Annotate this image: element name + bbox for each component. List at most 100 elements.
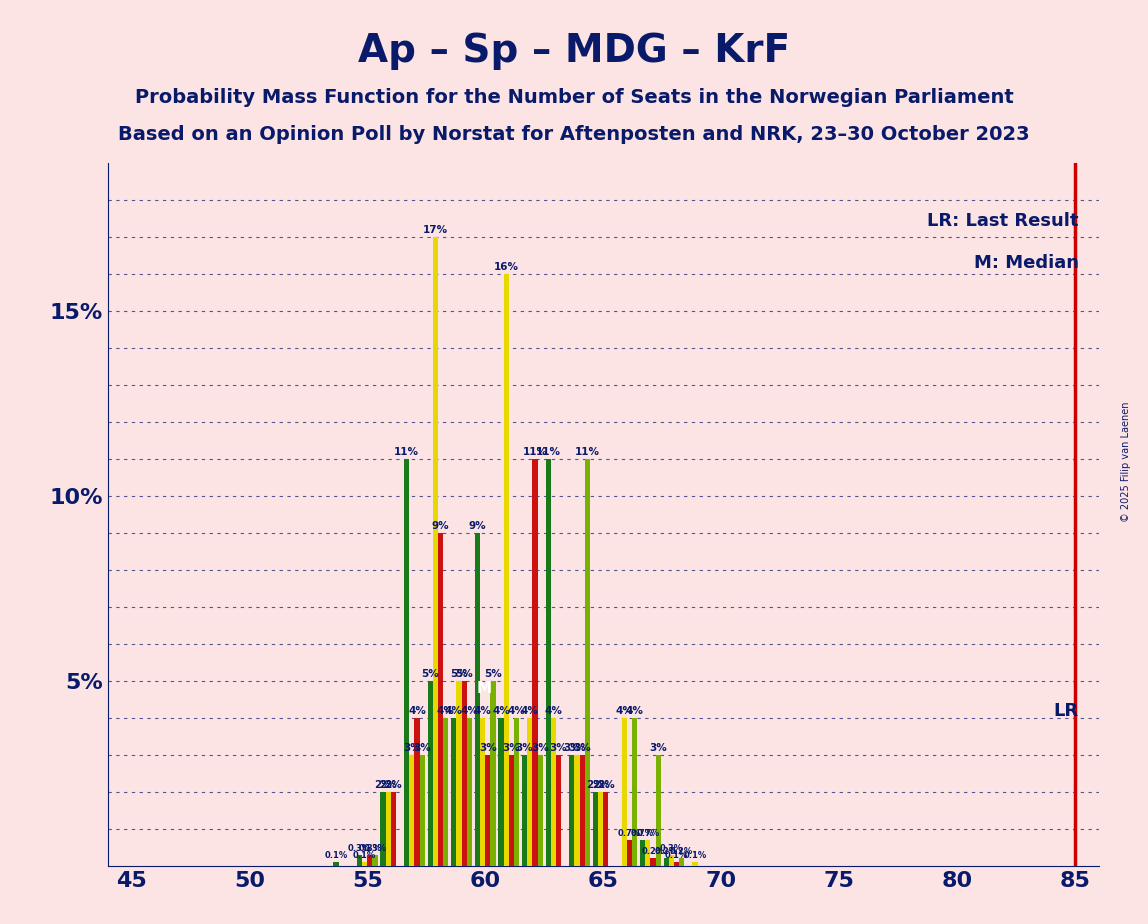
Bar (645, 840, 651, 866)
Bar (451, 718, 457, 866)
Text: 0.3%: 0.3% (660, 844, 683, 853)
Text: 17%: 17% (422, 225, 448, 235)
Text: 4%: 4% (445, 706, 463, 716)
Text: 3%: 3% (568, 743, 585, 753)
Bar (584, 458, 590, 866)
Text: 3%: 3% (413, 743, 432, 753)
Bar (509, 755, 514, 866)
Text: 0.7%: 0.7% (618, 829, 641, 838)
Bar (480, 718, 486, 866)
Bar (603, 792, 608, 866)
Text: 0.1%: 0.1% (324, 851, 348, 860)
Text: 0.3%: 0.3% (364, 844, 387, 853)
Text: 2%: 2% (591, 780, 610, 790)
Text: 4%: 4% (409, 706, 426, 716)
Text: 3%: 3% (515, 743, 534, 753)
Text: 0.3%: 0.3% (348, 844, 371, 853)
Text: 11%: 11% (522, 447, 548, 456)
Text: 3%: 3% (479, 743, 497, 753)
Bar (386, 792, 390, 866)
Bar (457, 681, 461, 866)
Text: 9%: 9% (432, 521, 450, 531)
Text: 3%: 3% (403, 743, 421, 753)
Text: 3%: 3% (563, 743, 581, 753)
Text: M: M (476, 681, 491, 696)
Bar (545, 458, 551, 866)
Text: 4%: 4% (460, 706, 479, 716)
Text: 4%: 4% (437, 706, 455, 716)
Bar (372, 855, 378, 866)
Text: 3%: 3% (573, 743, 591, 753)
Bar (390, 792, 396, 866)
Text: 2%: 2% (374, 780, 391, 790)
Text: 4%: 4% (544, 706, 563, 716)
Bar (439, 533, 443, 866)
Text: 4%: 4% (521, 706, 538, 716)
Text: LR: Last Result: LR: Last Result (928, 212, 1079, 230)
Bar (656, 755, 661, 866)
Text: 11%: 11% (536, 447, 560, 456)
Text: 11%: 11% (394, 447, 419, 456)
Bar (692, 862, 698, 866)
Bar (669, 855, 674, 866)
Bar (580, 755, 584, 866)
Bar (414, 718, 420, 866)
Bar (569, 755, 574, 866)
Text: 0.2%: 0.2% (642, 847, 665, 857)
Bar (514, 718, 519, 866)
Bar (357, 855, 362, 866)
Bar (461, 681, 467, 866)
Bar (537, 755, 543, 866)
Text: 3%: 3% (650, 743, 667, 753)
Text: Probability Mass Function for the Number of Seats in the Norwegian Parliament: Probability Mass Function for the Number… (134, 88, 1014, 107)
Text: 5%: 5% (484, 669, 502, 679)
Bar (443, 718, 449, 866)
Bar (639, 840, 645, 866)
Text: 3%: 3% (503, 743, 520, 753)
Text: 0.7%: 0.7% (631, 829, 654, 838)
Bar (556, 755, 561, 866)
Bar (533, 458, 537, 866)
Text: 0.1%: 0.1% (683, 851, 706, 860)
Text: 4%: 4% (626, 706, 644, 716)
Text: 4%: 4% (615, 706, 633, 716)
Text: LR: LR (1054, 702, 1079, 720)
Bar (504, 274, 509, 866)
Bar (380, 792, 386, 866)
Text: 2%: 2% (379, 780, 397, 790)
Text: 2%: 2% (587, 780, 604, 790)
Bar (680, 858, 684, 866)
Bar (664, 858, 669, 866)
Text: 4%: 4% (474, 706, 491, 716)
Bar (551, 718, 556, 866)
Text: © 2025 Filip van Laenen: © 2025 Filip van Laenen (1120, 402, 1131, 522)
Bar (333, 862, 339, 866)
Bar (651, 858, 656, 866)
Bar (674, 862, 680, 866)
Text: 2%: 2% (597, 780, 614, 790)
Text: 5%: 5% (456, 669, 473, 679)
Bar (420, 755, 425, 866)
Bar (490, 681, 496, 866)
Bar (627, 840, 631, 866)
Bar (631, 718, 637, 866)
Text: 4%: 4% (492, 706, 510, 716)
Text: 0.2%: 0.2% (654, 847, 677, 857)
Text: 0.1%: 0.1% (354, 851, 377, 860)
Text: Ap – Sp – MDG – KrF: Ap – Sp – MDG – KrF (358, 32, 790, 70)
Text: 5%: 5% (421, 669, 440, 679)
Bar (522, 755, 527, 866)
Bar (367, 855, 372, 866)
Bar (410, 755, 414, 866)
Bar (428, 681, 433, 866)
Text: 4%: 4% (507, 706, 526, 716)
Text: 0.3%: 0.3% (358, 844, 381, 853)
Text: 0.1%: 0.1% (665, 851, 688, 860)
Text: 3%: 3% (550, 743, 567, 753)
Text: 0.7%: 0.7% (636, 829, 659, 838)
Text: 16%: 16% (494, 262, 519, 272)
Text: 0.2%: 0.2% (670, 847, 693, 857)
Text: 2%: 2% (385, 780, 402, 790)
Bar (404, 458, 410, 866)
Bar (592, 792, 598, 866)
